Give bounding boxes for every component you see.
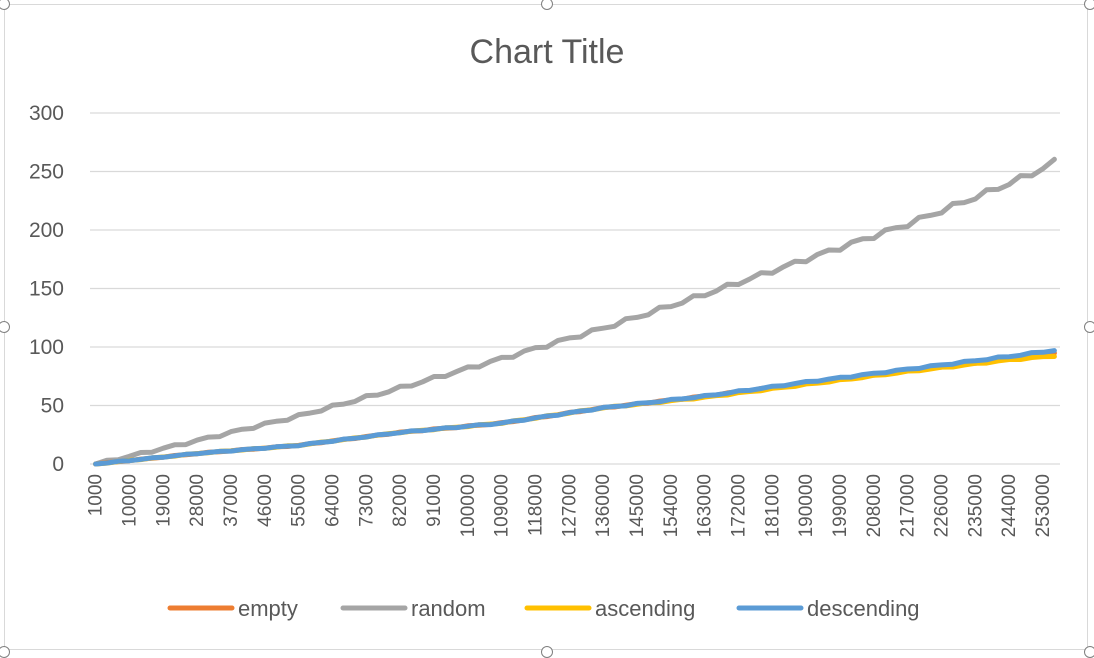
x-tick-label: 1000	[86, 474, 107, 516]
x-tick-label: 190000	[796, 474, 817, 537]
x-tick-label: 10000	[119, 474, 140, 527]
x-tick-label: 172000	[729, 474, 750, 537]
legend-label-empty[interactable]: empty	[238, 596, 298, 621]
x-tick-label: 73000	[356, 474, 377, 527]
x-tick-label: 217000	[898, 474, 919, 537]
series-line-random[interactable]	[93, 156, 1057, 467]
x-tick-label: 19000	[153, 474, 174, 527]
x-tick-label: 55000	[289, 474, 310, 527]
x-tick-label: 118000	[526, 474, 547, 536]
x-tick-label: 82000	[390, 474, 411, 527]
series-lines[interactable]	[93, 156, 1057, 467]
y-tick-label: 0	[52, 453, 64, 476]
x-tick-label: 199000	[830, 474, 851, 537]
x-tick-label: 91000	[424, 474, 445, 527]
x-tick-label: 145000	[627, 474, 648, 537]
x-tick-label: 154000	[661, 474, 682, 537]
x-axis-ticks: 1000 10000 19000 28000 37000 46000 55000 64000 7…	[86, 474, 1054, 537]
series-line-descending[interactable]	[93, 348, 1057, 467]
legend[interactable]: empty random ascending descending	[167, 596, 920, 621]
x-tick-label: 208000	[864, 474, 885, 537]
resize-handle-top-left[interactable]	[0, 0, 10, 10]
y-tick-label: 50	[41, 395, 64, 418]
resize-handle-top-right[interactable]	[1084, 0, 1094, 10]
resize-handle-right[interactable]	[1084, 321, 1094, 333]
resize-handle-top[interactable]	[541, 0, 553, 10]
x-tick-label: 100000	[458, 474, 479, 537]
y-tick-label: 250	[29, 161, 64, 184]
x-tick-label: 46000	[255, 474, 276, 527]
y-tick-label: 150	[29, 278, 64, 301]
x-tick-label: 235000	[965, 474, 986, 537]
legend-label-descending[interactable]: descending	[807, 596, 920, 621]
x-tick-label: 28000	[187, 474, 208, 527]
x-tick-label: 127000	[559, 474, 580, 537]
x-tick-label: 244000	[999, 474, 1020, 537]
chart-title[interactable]: Chart Title	[470, 33, 625, 71]
x-tick-label: 64000	[323, 474, 344, 527]
y-axis-ticks: 0 50 100 150 200 250 300	[29, 102, 64, 476]
legend-label-ascending[interactable]: ascending	[595, 596, 695, 621]
legend-label-random[interactable]: random	[411, 596, 486, 621]
y-tick-label: 300	[29, 102, 64, 125]
y-tick-label: 200	[29, 219, 64, 242]
y-tick-label: 100	[29, 336, 64, 359]
gridlines	[90, 112, 1060, 465]
x-tick-label: 136000	[593, 474, 614, 537]
x-tick-label: 163000	[695, 474, 716, 537]
resize-handle-left[interactable]	[0, 321, 10, 333]
x-tick-label: 226000	[932, 474, 953, 537]
x-tick-label: 37000	[221, 474, 242, 527]
x-tick-label: 181000	[762, 474, 783, 537]
x-tick-label: 109000	[492, 474, 513, 537]
x-tick-label: 253000	[1033, 474, 1054, 537]
